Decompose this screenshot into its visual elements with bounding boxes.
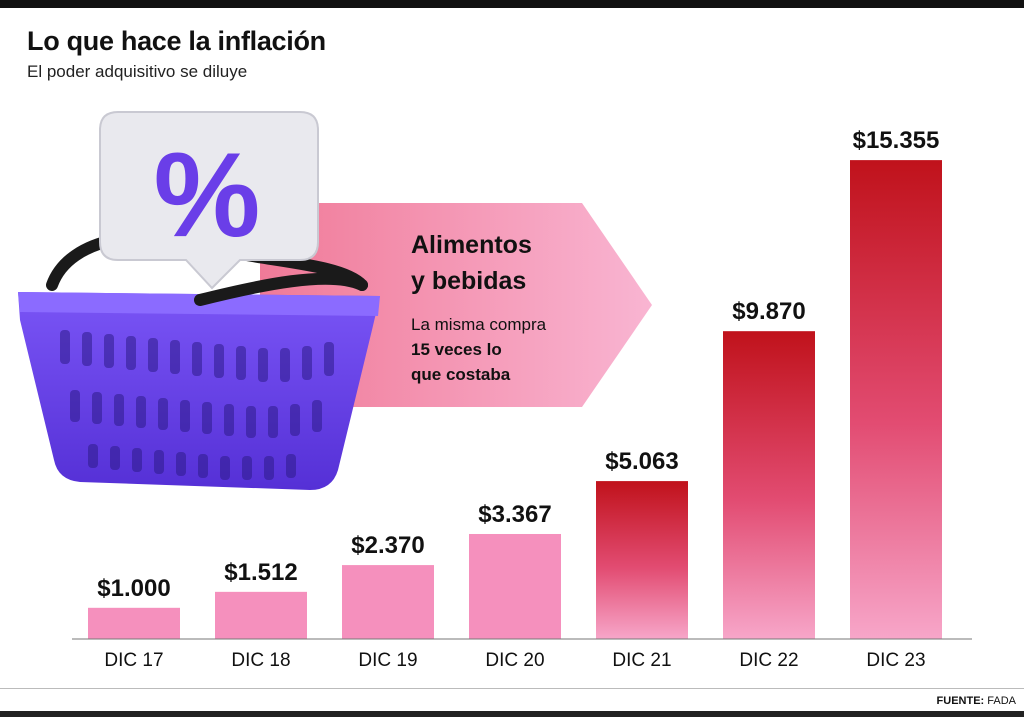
chart-subtitle: El poder adquisitivo se diluye [27,62,248,81]
chart-title: Lo que hace la inflación [27,26,326,56]
value-label: $3.367 [478,501,551,528]
value-label: $5.063 [605,448,678,475]
value-label: $2.370 [351,532,424,559]
percent-badge-icon: % [99,111,319,290]
callout-title-line2: y bebidas [411,267,526,295]
bar-dic-21 [596,481,688,639]
bar-dic-23 [850,160,942,639]
x-tick-label: DIC 20 [485,650,544,671]
x-tick-label: DIC 21 [612,650,671,671]
value-label: $1.000 [97,575,170,602]
value-label: $1.512 [224,559,297,586]
x-axis-tick-labels: DIC 17 DIC 18 DIC 19 DIC 20 DIC 21 DIC 22 DIC … [104,650,925,671]
bottom-border [0,711,1024,717]
callout-text-line1: La misma compra [411,315,547,334]
value-label: $9.870 [732,298,805,325]
x-tick-label: DIC 19 [358,650,417,671]
x-tick-label: DIC 23 [866,650,925,671]
bar-dic-22 [723,331,815,639]
footer-divider [0,688,1024,689]
source-label: FUENTE: [936,695,985,707]
x-tick-label: DIC 22 [739,650,798,671]
bar-dic-18 [215,591,307,639]
top-border [0,0,1024,8]
x-tick-label: DIC 17 [104,650,163,671]
source-note: FUENTE: FADA [937,695,1016,707]
bar-chart: % Alimentos y bebidas La misma compra 15… [18,111,972,671]
value-label: $15.355 [853,127,940,154]
bar-dic-19 [342,565,434,639]
percent-symbol: % [154,128,261,262]
source-value: FADA [987,695,1016,707]
value-labels: $1.000 $1.512 $2.370 $3.367 $5.063 $9.870 $15.… [97,127,939,602]
shopping-basket-icon [18,230,380,490]
x-tick-label: DIC 18 [231,650,290,671]
callout-text-line2: 15 veces lo [411,340,502,359]
bar-series [88,160,942,639]
bar-dic-17 [88,607,180,639]
callout-text-line3: que costaba [411,365,511,384]
bar-dic-20 [469,533,561,639]
callout-title-line1: Alimentos [411,231,532,259]
